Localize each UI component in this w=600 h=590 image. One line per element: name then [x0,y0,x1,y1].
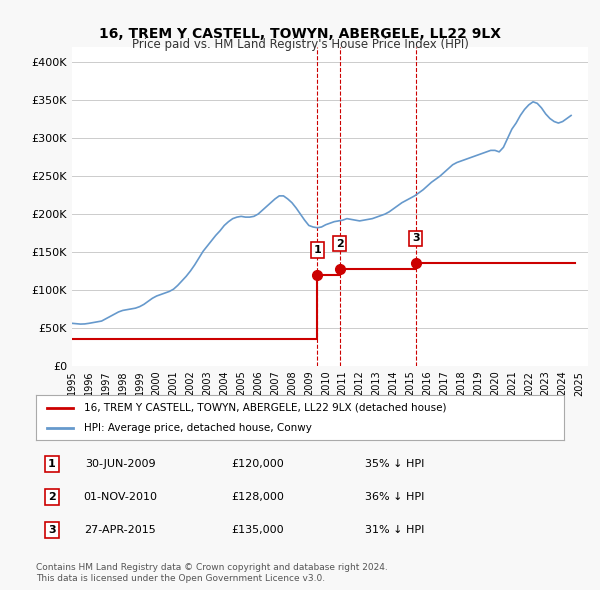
Text: 3: 3 [48,525,56,535]
Text: 30-JUN-2009: 30-JUN-2009 [85,459,156,469]
Text: 27-APR-2015: 27-APR-2015 [85,525,157,535]
Text: 31% ↓ HPI: 31% ↓ HPI [365,525,425,535]
Text: 35% ↓ HPI: 35% ↓ HPI [365,459,425,469]
Text: 1: 1 [313,245,321,255]
Text: Contains HM Land Registry data © Crown copyright and database right 2024.
This d: Contains HM Land Registry data © Crown c… [36,563,388,583]
Text: 36% ↓ HPI: 36% ↓ HPI [365,492,425,502]
Text: 1: 1 [48,459,56,469]
Text: Price paid vs. HM Land Registry's House Price Index (HPI): Price paid vs. HM Land Registry's House … [131,38,469,51]
Text: £120,000: £120,000 [232,459,284,469]
Text: 2: 2 [48,492,56,502]
Text: 01-NOV-2010: 01-NOV-2010 [83,492,157,502]
Text: 16, TREM Y CASTELL, TOWYN, ABERGELE, LL22 9LX: 16, TREM Y CASTELL, TOWYN, ABERGELE, LL2… [99,27,501,41]
Text: 16, TREM Y CASTELL, TOWYN, ABERGELE, LL22 9LX (detached house): 16, TREM Y CASTELL, TOWYN, ABERGELE, LL2… [83,403,446,412]
Text: £128,000: £128,000 [232,492,284,502]
Text: 3: 3 [412,234,419,243]
Text: £135,000: £135,000 [232,525,284,535]
Text: HPI: Average price, detached house, Conwy: HPI: Average price, detached house, Conw… [83,424,311,434]
Text: 2: 2 [336,239,344,248]
